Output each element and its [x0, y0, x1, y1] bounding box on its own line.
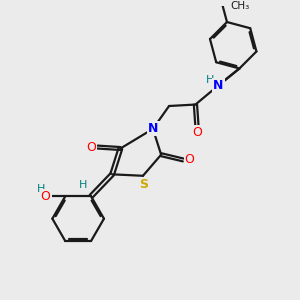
Text: H: H	[79, 180, 87, 190]
Text: H: H	[37, 184, 45, 194]
Text: O: O	[41, 190, 50, 203]
Text: N: N	[148, 122, 159, 135]
Text: CH₃: CH₃	[231, 1, 250, 10]
Text: O: O	[184, 154, 194, 166]
Text: O: O	[192, 127, 202, 140]
Text: O: O	[86, 141, 96, 154]
Text: H: H	[206, 75, 214, 85]
Text: S: S	[139, 178, 148, 190]
Text: N: N	[213, 79, 224, 92]
